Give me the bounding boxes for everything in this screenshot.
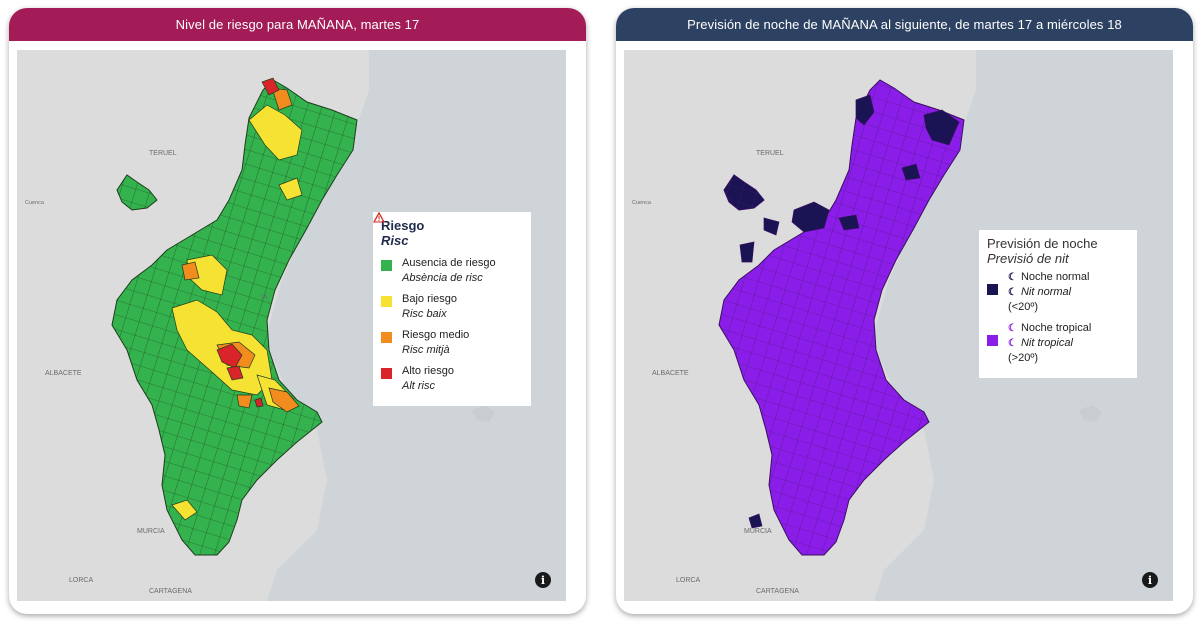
city-label-albacete: ALBACETE (652, 370, 689, 377)
risk-legend-item[interactable]: Bajo riesgo Risc baix (373, 212, 523, 322)
risk-legend-label: Riesgo medio (402, 329, 470, 341)
night-legend-label-alt: Nit tropical (1020, 337, 1073, 349)
night-legend-note: (>20º) (1008, 352, 1039, 364)
moon-icon: ☾ (1008, 272, 1017, 283)
city-label-teruel: Teruel (756, 150, 784, 157)
risk-map-svg (111, 50, 566, 601)
info-icon[interactable]: i (535, 572, 551, 588)
night-map[interactable]: Teruel Cuenca ALBACETE MURCIA LORCA CART… (624, 50, 1173, 601)
warning-icon (373, 212, 385, 223)
night-map-title: Previsión de noche de MAÑANA al siguient… (687, 17, 1122, 32)
risk-legend-swatch (381, 368, 392, 379)
city-label-lorca: LORCA (676, 577, 701, 584)
city-label-valencia: IA (261, 294, 268, 301)
risk-map-card: Nivel de riesgo para MAÑANA, martes 17 (9, 8, 586, 614)
night-legend-label: Noche normal (1020, 271, 1090, 283)
city-label-albacete: ALBACETE (45, 370, 82, 377)
moon-icon: ☾ (1008, 287, 1017, 298)
night-legend: Previsión de noche Previsió de nit ☾ Noch… (979, 230, 1137, 378)
night-legend-label-alt: Nit normal (1020, 286, 1072, 298)
night-legend-title: Previsión de noche (987, 236, 1098, 251)
risk-map-header: Nivel de riesgo para MAÑANA, martes 17 (9, 8, 586, 41)
risk-legend-item[interactable]: Alto riesgo Alt risc (373, 212, 523, 394)
city-label-lorca: LORCA (69, 577, 94, 584)
night-legend-label: Noche tropical (1020, 322, 1092, 334)
city-label-murcia: MURCIA (137, 528, 165, 535)
risk-map-title: Nivel de riesgo para MAÑANA, martes 17 (175, 17, 420, 32)
risk-legend-item[interactable]: Riesgo medio Risc mitjà (373, 212, 523, 358)
night-legend-title-alt: Previsió de nit (987, 251, 1069, 266)
moon-icon: ☾ (1008, 338, 1017, 349)
night-legend-item[interactable]: ☾ Noche tropical ☾ Nit tropical (>20º) (987, 321, 1129, 366)
city-label-cuenca: Cuenca (25, 200, 44, 206)
night-legend-swatch (987, 284, 998, 295)
risk-legend: Riesgo Risc Ausencia de riesgo Absència d… (373, 212, 531, 406)
moon-icon: ☾ (1008, 323, 1017, 334)
risk-legend-swatch (381, 296, 392, 307)
risk-legend-label-alt: Risc mitjà (402, 344, 450, 356)
risk-legend-label: Ausencia de riesgo (402, 257, 496, 269)
risk-legend-label-alt: Absència de risc (402, 272, 483, 284)
risk-legend-title-alt: Risc (381, 233, 409, 248)
risk-legend-label-alt: Alt risc (402, 380, 435, 392)
night-legend-item[interactable]: ☾ Noche normal ☾ Nit normal (<20º) (987, 270, 1129, 315)
night-legend-swatch (987, 335, 998, 346)
risk-legend-swatch (381, 332, 392, 343)
city-label-cartagena: CARTAGENA (756, 588, 799, 595)
night-legend-note: (<20º) (1008, 301, 1039, 313)
night-map-card: Previsión de noche de MAÑANA al siguient… (616, 8, 1193, 614)
risk-legend-label: Bajo riesgo (402, 293, 458, 305)
risk-legend-title: Riesgo (381, 218, 425, 233)
risk-legend-swatch (381, 260, 392, 271)
city-label-cartagena: CARTAGENA (149, 588, 192, 595)
night-map-header: Previsión de noche de MAÑANA al siguient… (616, 8, 1193, 41)
risk-legend-label: Alto riesgo (402, 365, 454, 377)
city-label-teruel: Teruel (149, 150, 177, 157)
risk-map[interactable]: Teruel Cuenca ALBACETE MURCIA LORCA CART… (17, 50, 566, 601)
city-label-murcia: MURCIA (744, 528, 772, 535)
city-label-cuenca: Cuenca (632, 200, 651, 206)
risk-legend-item[interactable]: Ausencia de riesgo Absència de risc (373, 212, 523, 286)
info-icon[interactable]: i (1142, 572, 1158, 588)
risk-legend-label-alt: Risc baix (402, 308, 447, 320)
